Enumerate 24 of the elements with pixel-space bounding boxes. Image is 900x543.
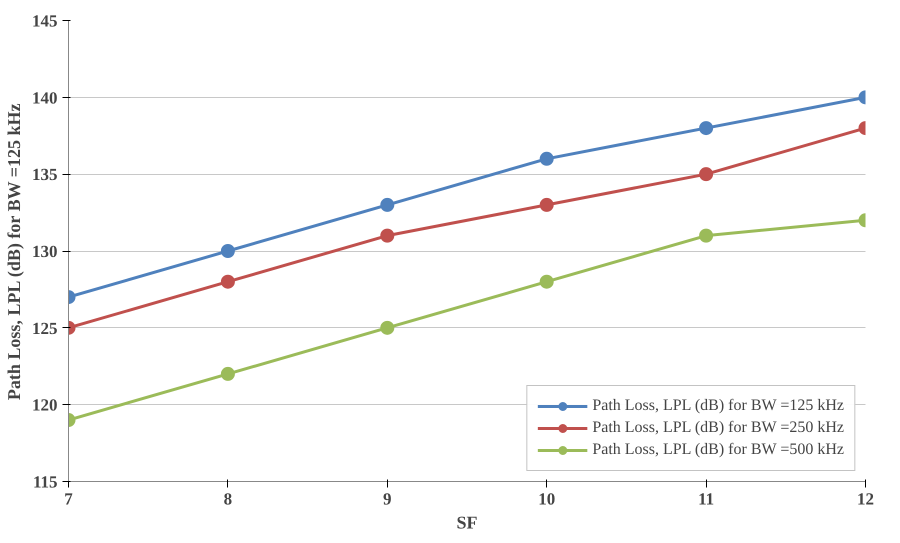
- point: [540, 274, 554, 289]
- y-tick-label: 120: [32, 396, 58, 415]
- x-axis-title: SF: [456, 512, 478, 532]
- point: [540, 198, 554, 212]
- y-tick-label: 130: [32, 242, 58, 261]
- x-tick-label: 11: [698, 490, 714, 508]
- y-tick-label: 135: [32, 165, 58, 184]
- point: [540, 152, 554, 166]
- y-axis-title: Path Loss, LPL (dB) for BW =125 kHz: [4, 103, 24, 400]
- x-tick-label: 10: [538, 490, 556, 508]
- legend-label: Path Loss, LPL (dB) for BW =250 kHz: [592, 419, 844, 437]
- y-tick-label: 140: [32, 88, 58, 108]
- x-tick-label: 9: [383, 490, 392, 508]
- y-tick-label: 145: [32, 12, 58, 30]
- x-tick-label: 7: [64, 490, 74, 508]
- y-tick-label: 125: [32, 318, 58, 338]
- x-tick-label: 12: [857, 490, 874, 508]
- legend-label: Path Loss, LPL (dB) for BW =125 kHz: [592, 397, 844, 415]
- point: [380, 228, 394, 243]
- point: [380, 320, 394, 335]
- legend-label: Path Loss, LPL (dB) for BW =500 kHz: [592, 441, 844, 459]
- point: [380, 198, 394, 212]
- y-tick-label: 115: [32, 472, 58, 492]
- x-tick-label: 8: [224, 490, 232, 508]
